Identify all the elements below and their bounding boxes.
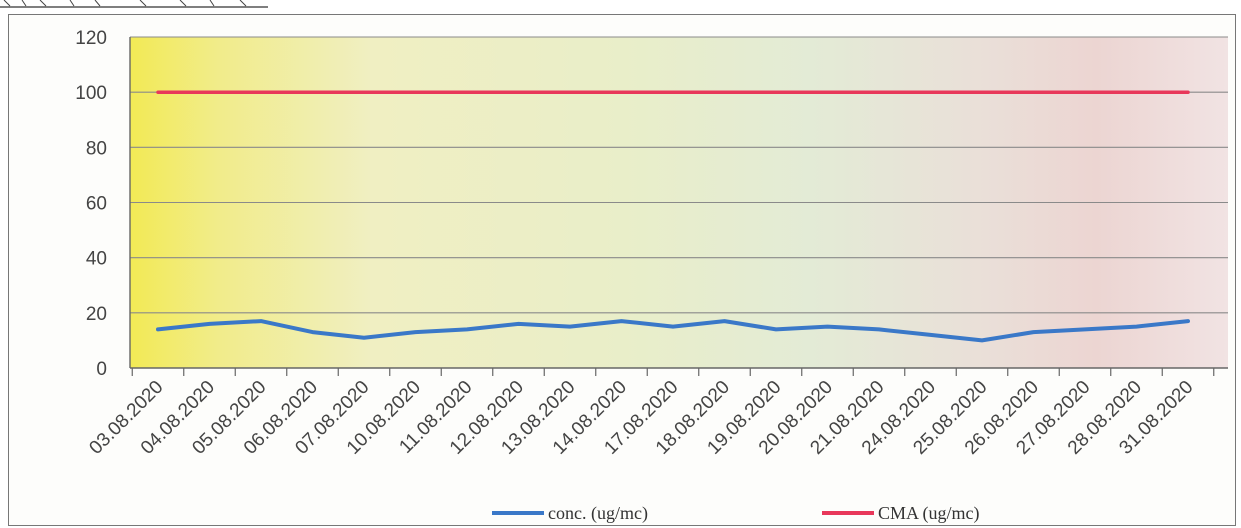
y-tick-label: 20 <box>86 304 107 325</box>
y-tick-label: 40 <box>86 249 107 270</box>
y-tick-label: 0 <box>96 359 107 380</box>
y-axis-tick-labels: 0 20 40 60 80 100 120 <box>75 28 107 380</box>
y-tick-label: 120 <box>75 28 107 49</box>
y-tick-label: 100 <box>75 83 107 104</box>
legend: conc. (ug/mc) CMA (ug/mc) <box>492 503 980 524</box>
y-tick-label: 60 <box>86 194 107 215</box>
y-tick-label: 80 <box>86 138 107 159</box>
legend-label: CMA (ug/mc) <box>878 503 980 524</box>
series-lines <box>156 90 1190 343</box>
axes <box>129 37 1228 376</box>
cropped-header-underline <box>0 0 268 8</box>
series-line-conc <box>156 319 1190 343</box>
x-axis-tick-labels: 03.08.202004.08.202005.08.202006.08.2020… <box>85 377 1197 459</box>
legend-label: conc. (ug/mc) <box>548 503 648 524</box>
cropped-header-fragment <box>0 0 270 10</box>
